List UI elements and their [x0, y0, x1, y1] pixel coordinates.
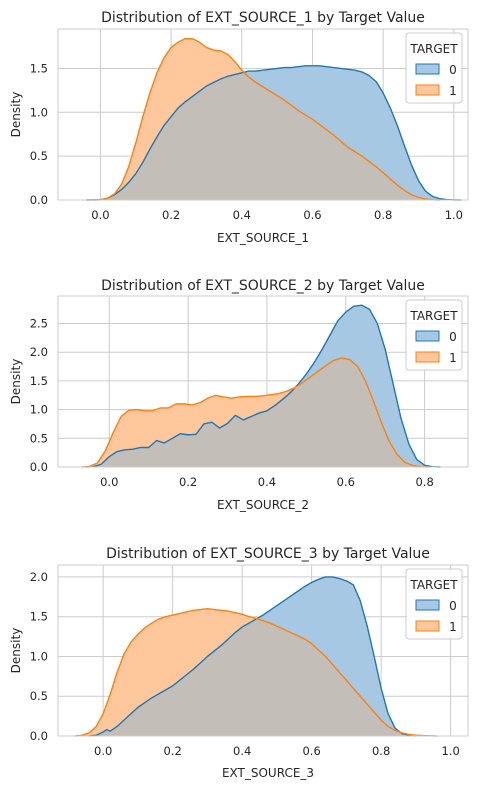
chart-2-frame — [57, 295, 469, 468]
chart-1-x-tick: 0.8 — [374, 208, 392, 222]
chart-2-x-tick: 0.6 — [337, 475, 355, 489]
chart-3-legend-label-1: 1 — [449, 620, 457, 634]
chart-3-legend: TARGET 0 1 — [405, 568, 463, 640]
chart-ext-source-2: Distribution of EXT_SOURCE_2 by Target V… — [9, 278, 469, 512]
chart-2-x-tick: 0.8 — [415, 475, 433, 489]
chart-3-overlap-area — [89, 618, 416, 736]
chart-1-legend-label-0: 0 — [449, 63, 457, 77]
chart-3-x-tick: 0.6 — [302, 744, 320, 758]
chart-3-series-1-line — [75, 608, 437, 737]
chart-3-y-tick: 0.5 — [30, 689, 48, 703]
chart-2-y-tick: 2.5 — [30, 317, 48, 331]
chart-1-y-axis-label: Density — [9, 92, 23, 138]
chart-3-y-axis-label: Density — [9, 628, 23, 674]
chart-3-x-tick: 0.4 — [233, 744, 251, 758]
chart-1-series-1-line — [93, 37, 440, 201]
chart-3-legend-label-0: 0 — [449, 599, 457, 613]
chart-1-y-ticks: 0.0 0.5 1.0 1.5 — [30, 61, 48, 207]
chart-2-x-ticks: 0.0 0.2 0.4 0.6 0.8 — [100, 475, 434, 489]
chart-2-legend-label-1: 1 — [449, 351, 457, 365]
chart-1-y-tick: 0.5 — [30, 149, 48, 163]
chart-2-y-tick: 2.0 — [30, 345, 48, 359]
chart-3-y-tick: 1.0 — [30, 649, 48, 663]
chart-1-y-tick: 0.0 — [30, 193, 48, 207]
chart-1-overlap-area — [93, 72, 440, 200]
chart-3-y-tick: 1.5 — [30, 610, 48, 624]
chart-1-y-tick: 1.5 — [30, 61, 48, 75]
chart-3-plot-area — [75, 576, 437, 737]
chart-1-legend-title: TARGET — [409, 42, 458, 56]
chart-2-legend-title: TARGET — [409, 309, 458, 323]
chart-1-x-ticks: 0.0 0.2 0.4 0.6 0.8 1.0 — [91, 208, 463, 222]
chart-3-x-tick: 0.0 — [94, 744, 112, 758]
chart-1-legend-swatch-0 — [415, 63, 440, 75]
chart-1-legend-label-1: 1 — [449, 84, 457, 98]
chart-3-title: Distribution of EXT_SOURCE_3 by Target V… — [106, 546, 430, 562]
chart-3-x-axis-label: EXT_SOURCE_3 — [222, 766, 314, 780]
chart-2-plot-area — [81, 304, 441, 468]
chart-2-y-tick: 1.0 — [30, 403, 48, 417]
chart-2-y-tick: 1.5 — [30, 374, 48, 388]
chart-3-y-tick: 2.0 — [30, 570, 48, 584]
chart-2-legend-label-0: 0 — [449, 330, 457, 344]
chart-2-x-tick: 0.4 — [258, 475, 276, 489]
chart-3-x-tick: 0.8 — [372, 744, 390, 758]
chart-3-x-tick: 0.2 — [164, 744, 182, 758]
chart-2-x-axis-label: EXT_SOURCE_2 — [217, 498, 309, 512]
chart-1-plot-area — [86, 37, 461, 201]
chart-2-y-axis-label: Density — [9, 359, 23, 405]
chart-3-legend-swatch-1 — [415, 620, 440, 632]
chart-1-frame — [57, 28, 469, 201]
chart-1-legend-swatch-1 — [415, 84, 440, 96]
chart-1-title: Distribution of EXT_SOURCE_1 by Target V… — [101, 10, 425, 26]
chart-ext-source-3: Distribution of EXT_SOURCE_3 by Target V… — [9, 546, 469, 780]
chart-3-series-0-line — [89, 576, 416, 737]
chart-2-overlap-area — [85, 358, 429, 467]
chart-1-x-tick: 0.4 — [233, 208, 251, 222]
chart-1-x-tick: 0.6 — [303, 208, 321, 222]
chart-1-x-tick: 0.0 — [91, 208, 109, 222]
chart-2-x-tick: 0.2 — [179, 475, 197, 489]
chart-2-series-1-line — [81, 357, 429, 468]
chart-3-x-tick: 1.0 — [441, 744, 459, 758]
chart-2-series-0-line — [85, 304, 441, 468]
chart-2-y-tick: 0.0 — [30, 460, 48, 474]
chart-1-legend: TARGET 0 1 — [405, 32, 463, 104]
chart-2-legend: TARGET 0 1 — [405, 299, 463, 371]
chart-1-x-tick: 0.2 — [162, 208, 180, 222]
chart-3-x-ticks: 0.0 0.2 0.4 0.6 0.8 1.0 — [94, 744, 460, 758]
chart-2-legend-swatch-1 — [415, 351, 440, 363]
chart-2-legend-swatch-0 — [415, 330, 440, 342]
chart-3-frame — [57, 564, 469, 737]
chart-3-y-ticks: 0.0 0.5 1.0 1.5 2.0 — [30, 570, 48, 743]
chart-2-x-tick: 0.0 — [100, 475, 118, 489]
chart-1-x-axis-label: EXT_SOURCE_1 — [217, 231, 309, 245]
chart-1-y-tick: 1.0 — [30, 105, 48, 119]
chart-2-title: Distribution of EXT_SOURCE_2 by Target V… — [101, 278, 425, 294]
chart-3-legend-swatch-0 — [415, 599, 440, 611]
chart-1-x-tick: 1.0 — [445, 208, 463, 222]
chart-1-series-0-line — [86, 65, 461, 201]
chart-2-y-tick: 0.5 — [30, 431, 48, 445]
chart-3-y-tick: 0.0 — [30, 729, 48, 743]
chart-ext-source-1: Distribution of EXT_SOURCE_1 by Target V… — [9, 10, 469, 245]
chart-2-y-ticks: 0.0 0.5 1.0 1.5 2.0 2.5 — [30, 317, 48, 474]
chart-3-legend-title: TARGET — [409, 578, 458, 592]
